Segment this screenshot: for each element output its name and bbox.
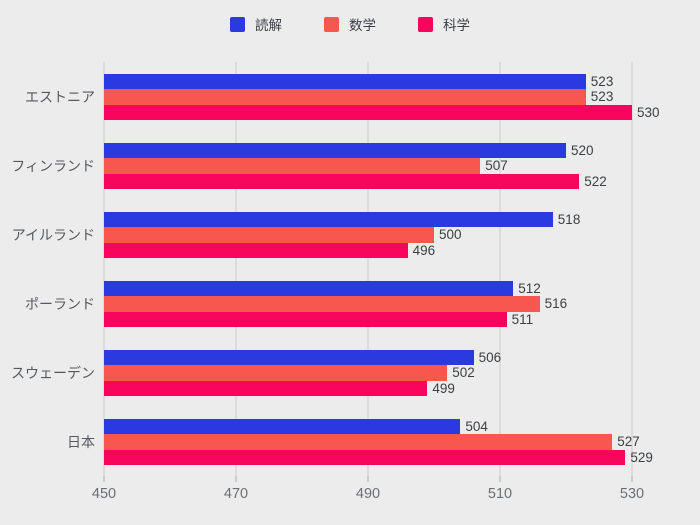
bar-science-4 [104, 380, 428, 396]
category-label-5: 日本 [67, 433, 95, 450]
x-tick-470 [235, 476, 237, 482]
x-tick-510 [499, 476, 501, 482]
bar-science-3 [104, 311, 507, 327]
bar-value-label-science-1: 522 [584, 173, 607, 189]
bar-science-2 [104, 242, 408, 258]
bar-reading-2 [104, 211, 553, 227]
category-label-2: アイルランド [11, 226, 95, 243]
bar-math-1 [104, 158, 481, 174]
gridline-x-530 [631, 62, 633, 476]
bar-reading-1 [104, 142, 566, 158]
legend-color-swatch-science [418, 16, 433, 32]
bar-value-label-science-5: 529 [630, 449, 653, 465]
x-tick-490 [367, 476, 369, 482]
legend-item-reading[interactable]: 読解 [230, 14, 282, 34]
bar-reading-5 [104, 418, 461, 434]
bar-value-label-math-0: 523 [590, 89, 614, 104]
bar-value-label-science-2: 496 [412, 242, 436, 258]
plot-area: 523 523 530 520 507 522 518 500 496 512 516 511 506 5… [103, 62, 693, 482]
bar-value-label-science-4: 499 [432, 380, 455, 396]
bar-science-1 [104, 173, 580, 189]
legend-item-math[interactable]: 数学 [324, 14, 376, 34]
bar-value-label-reading-1: 520 [571, 142, 594, 158]
bar-reading-0 [104, 73, 586, 89]
bar-group-0: 523 523 530 [104, 62, 693, 131]
bar-science-5 [104, 449, 626, 465]
bar-reading-4 [104, 349, 474, 365]
bar-value-label-reading-5: 504 [465, 418, 488, 434]
bar-math-2 [104, 227, 434, 243]
bar-value-label-math-3: 516 [544, 296, 568, 311]
legend-color-swatch-math [324, 16, 339, 32]
x-tick-label-510: 510 [487, 486, 513, 502]
legend-color-swatch-reading [230, 16, 245, 32]
bar-value-label-reading-2: 518 [557, 211, 581, 227]
x-tick-label-470: 470 [223, 486, 249, 502]
x-tick-label-450: 450 [91, 486, 117, 502]
category-label-0: エストニア [25, 88, 95, 105]
bar-value-label-reading-0: 523 [590, 73, 614, 89]
gridline-x-470 [235, 62, 237, 476]
x-tick-label-530: 530 [619, 486, 645, 502]
category-label-4: スウェーデン [11, 364, 95, 381]
bar-group-1: 520 507 522 [104, 131, 693, 200]
bar-value-label-math-4: 502 [452, 365, 475, 380]
x-tick-530 [631, 476, 633, 482]
x-tick-label-490: 490 [355, 486, 381, 502]
legend-label-science: 科学 [443, 18, 470, 33]
bar-group-5: 504 527 529 [104, 407, 693, 476]
bar-value-label-math-1: 507 [485, 158, 508, 173]
bar-value-label-reading-3: 512 [518, 280, 541, 296]
category-label-1: フィンランド [11, 157, 95, 174]
bar-reading-3 [104, 280, 514, 296]
legend-item-science[interactable]: 科学 [418, 14, 470, 34]
legend-label-math: 数学 [349, 18, 376, 33]
bar-value-label-science-0: 530 [637, 104, 660, 120]
bar-math-0 [104, 89, 586, 105]
bar-value-label-math-2: 500 [439, 227, 462, 242]
bar-math-4 [104, 365, 448, 381]
gridline-x-450 [103, 62, 105, 476]
category-label-3: ポーランド [25, 295, 95, 312]
bar-value-label-reading-4: 506 [478, 349, 502, 365]
bar-group-2: 518 500 496 [104, 200, 693, 269]
bar-group-3: 512 516 511 [104, 269, 693, 338]
bar-value-label-science-3: 511 [511, 311, 534, 327]
bar-science-0 [104, 104, 632, 120]
bar-math-5 [104, 434, 613, 450]
bar-group-4: 506 502 499 [104, 338, 693, 407]
chart-legend: 読解 数学 科学 [0, 14, 700, 34]
gridline-x-490 [367, 62, 369, 476]
bar-math-3 [104, 296, 540, 312]
legend-label-reading: 読解 [255, 18, 282, 33]
bar-value-label-math-5: 527 [617, 434, 640, 449]
x-tick-450 [103, 476, 105, 482]
gridline-x-510 [499, 62, 501, 476]
